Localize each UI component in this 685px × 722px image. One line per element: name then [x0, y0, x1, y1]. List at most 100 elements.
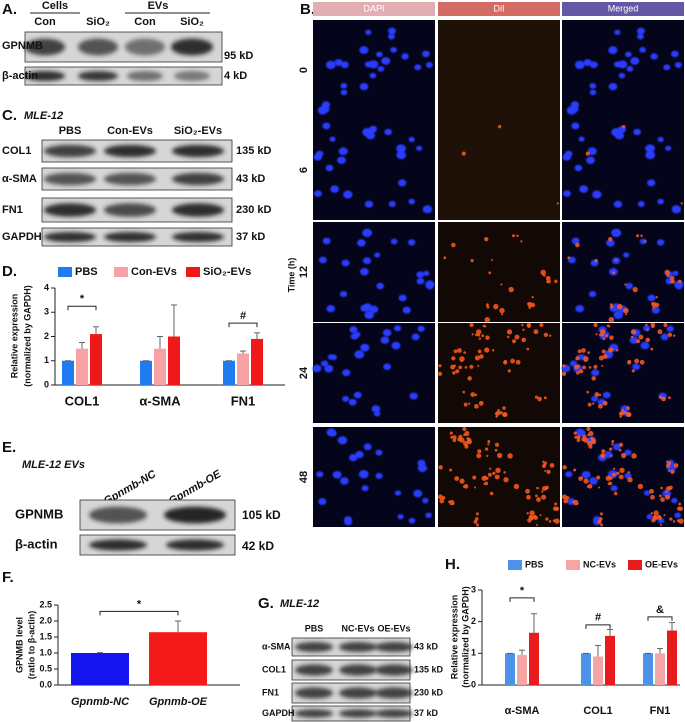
- bar: [62, 360, 74, 385]
- nucleus: [339, 291, 348, 298]
- dil-spot: [676, 519, 680, 523]
- nucleus: [388, 201, 396, 207]
- error-bar: [175, 620, 181, 633]
- nucleus: [338, 147, 348, 156]
- bar: [655, 653, 665, 685]
- nucleus: [334, 59, 343, 67]
- y-tick-label: 0.0: [39, 679, 52, 689]
- dil-spot: [485, 335, 490, 340]
- dil-spot: [602, 400, 608, 406]
- dil-spot: [645, 337, 651, 343]
- error-bar: [157, 336, 163, 349]
- nucleus: [409, 392, 418, 400]
- blot-band: [166, 539, 224, 551]
- dil-spot: [650, 494, 655, 500]
- nucleus: [369, 72, 377, 79]
- dil-spot: [470, 392, 476, 398]
- nucleus: [381, 57, 391, 65]
- dil-spot: [443, 256, 447, 260]
- dil-spot: [522, 328, 525, 332]
- nucleus: [322, 122, 331, 130]
- dil-spot: [499, 411, 503, 415]
- dil-spot: [577, 349, 582, 354]
- y-tick-label: 3: [44, 307, 49, 317]
- dil-spot: [590, 437, 594, 440]
- nucleus: [416, 271, 425, 278]
- nucleus: [408, 517, 416, 524]
- blot-band: [78, 38, 118, 56]
- nucleus: [608, 46, 618, 55]
- nucleus: [340, 61, 349, 69]
- time-label: 0: [298, 67, 310, 73]
- dil-spot: [652, 306, 655, 309]
- dil-spot: [573, 468, 577, 472]
- y-axis-label: Relative expression: [449, 595, 459, 680]
- nucleus: [574, 60, 585, 70]
- dil-spot: [526, 512, 529, 515]
- lane-label: Con-EVs: [107, 125, 153, 137]
- nucleus: [363, 257, 372, 265]
- dil-spot: [616, 471, 620, 475]
- dil-spot: [611, 440, 615, 443]
- micrograph: [313, 222, 435, 322]
- row-label: GPNMB: [15, 506, 63, 521]
- dil-spot: [477, 349, 482, 354]
- size-label: 43 kD: [236, 173, 265, 185]
- dil-spot: [586, 485, 590, 488]
- dil-spot: [608, 325, 611, 328]
- dil-spot: [459, 478, 465, 484]
- y-tick-label: 2: [471, 616, 476, 626]
- nucleus: [666, 325, 674, 332]
- annotation: *: [80, 293, 85, 305]
- nucleus: [359, 268, 369, 276]
- dil-spot: [481, 334, 485, 338]
- dil-spot: [583, 356, 589, 362]
- dil-spot: [561, 494, 567, 500]
- nucleus: [617, 126, 626, 134]
- blot-band: [339, 709, 377, 718]
- dil-spot: [457, 437, 462, 442]
- dil-spot: [496, 452, 503, 459]
- dil-spot: [639, 359, 645, 365]
- nucleus: [633, 128, 641, 136]
- significance-bracket: [509, 597, 535, 602]
- dil-spot: [533, 329, 539, 335]
- nucleus: [332, 470, 342, 479]
- dil-spot: [468, 402, 471, 405]
- error-bar: [240, 350, 246, 354]
- nucleus: [387, 33, 395, 40]
- row-label: α-SMA: [262, 641, 291, 651]
- dil-spot: [548, 334, 552, 337]
- blot-band: [339, 641, 377, 653]
- nucleus: [384, 128, 392, 136]
- nucleus: [321, 360, 329, 367]
- nucleus: [602, 391, 611, 399]
- nucleus: [394, 325, 402, 332]
- error-bar: [79, 342, 85, 349]
- nucleus: [411, 333, 420, 341]
- dil-spot: [471, 333, 474, 336]
- nucleus: [589, 89, 597, 96]
- dil-spot: [653, 510, 659, 516]
- dil-spot: [630, 335, 634, 339]
- dil-spot: [655, 296, 658, 299]
- nucleus: [382, 329, 392, 337]
- dil-spot: [608, 316, 615, 323]
- dil-spot: [575, 242, 580, 248]
- significance-bracket: [585, 624, 611, 629]
- dil-spot: [458, 365, 463, 370]
- dil-spot: [546, 469, 551, 475]
- bar: [517, 654, 527, 685]
- nucleus: [387, 27, 396, 35]
- annotation: #: [240, 310, 246, 322]
- nucleus: [581, 470, 591, 479]
- nucleus: [358, 470, 369, 479]
- blot-band: [295, 709, 333, 718]
- dil-spot: [593, 364, 598, 369]
- dil-spot: [464, 444, 469, 449]
- nucleus: [425, 62, 433, 68]
- dil-spot: [645, 323, 648, 327]
- cell-line: MLE-12: [280, 598, 319, 610]
- dil-spot: [580, 476, 583, 479]
- significance-bracket: [228, 322, 258, 328]
